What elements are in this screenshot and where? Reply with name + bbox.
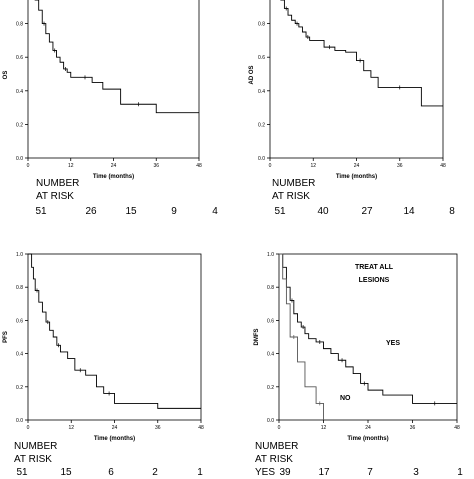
y-tick-label: 0.6 (16, 55, 23, 61)
y-tick-label: 0.8 (267, 285, 274, 291)
x-tick-label: 36 (410, 425, 416, 431)
risk-title-number-ados: NUMBER (272, 178, 316, 189)
y-tick-label: 0.6 (16, 318, 23, 324)
risk-count-pfs-0: 51 (16, 467, 28, 478)
risk-count-dmfs-0: 39 (279, 467, 291, 478)
risk-count-ados-0: 51 (274, 206, 286, 217)
y-axis-label: DMFS (254, 329, 260, 346)
x-tick-label: 48 (196, 163, 202, 169)
y-tick-label: 0.4 (16, 89, 23, 95)
risk-count-pfs-48: 1 (197, 467, 203, 478)
risk-count-ados-12: 40 (317, 206, 329, 217)
risk-count-os-36: 9 (171, 206, 177, 217)
y-tick-label: 0.2 (16, 385, 23, 391)
y-tick-label: 0.2 (267, 385, 274, 391)
y-tick-label: 0.8 (16, 285, 23, 291)
risk-count-dmfs-24: 7 (367, 467, 373, 478)
y-tick-label: 1.0 (267, 252, 274, 258)
x-tick-label: 48 (440, 163, 446, 169)
y-axis-label: PFS (3, 331, 9, 343)
risk-title-at-risk-dmfs: AT RISK (255, 454, 293, 465)
x-axis-label: Time (months) (93, 174, 134, 180)
y-axis-label: AD OS (249, 65, 255, 84)
risk-title-at-risk-os: AT RISK (36, 191, 74, 202)
x-tick-label: 36 (153, 163, 159, 169)
x-tick-label: 24 (112, 425, 118, 431)
y-tick-label: 0.4 (258, 89, 265, 95)
x-axis-label: Time (months) (336, 174, 377, 180)
y-tick-label: 0.0 (267, 418, 274, 424)
x-tick-label: 0 (27, 163, 30, 169)
x-axis-label: Time (months) (94, 436, 135, 442)
risk-title-at-risk-ados: AT RISK (272, 191, 310, 202)
y-tick-label: 0.0 (16, 418, 23, 424)
risk-count-os-12: 26 (85, 206, 97, 217)
km-curve (28, 253, 201, 409)
y-tick-label: 1.0 (16, 252, 23, 258)
y-axis-label: OS (3, 71, 9, 80)
y-tick-label: 0.4 (267, 352, 274, 358)
y-tick-label: 0.8 (258, 22, 265, 28)
risk-count-dmfs-48: 1 (457, 467, 463, 478)
risk-count-ados-48: 8 (449, 206, 455, 217)
risk-title-number-dmfs: NUMBER (255, 441, 299, 452)
x-axis-label: Time (months) (347, 436, 388, 442)
x-tick-label: 0 (278, 425, 281, 431)
risk-count-pfs-36: 2 (152, 467, 158, 478)
risk-row-label-yes: YES (255, 467, 276, 478)
x-tick-label: 0 (27, 425, 30, 431)
risk-count-dmfs-36: 3 (413, 467, 419, 478)
km-curve-no (279, 253, 324, 420)
x-tick-label: 48 (198, 425, 204, 431)
risk-count-os-48: 4 (212, 206, 218, 217)
risk-title-at-risk-pfs: AT RISK (14, 454, 52, 465)
km-curve (34, 0, 199, 114)
x-tick-label: 12 (310, 163, 316, 169)
y-tick-label: 0.0 (258, 156, 265, 162)
risk-title-number-os: NUMBER (36, 178, 80, 189)
x-tick-label: 24 (365, 425, 371, 431)
risk-count-ados-24: 27 (361, 206, 373, 217)
risk-count-os-24: 15 (125, 206, 137, 217)
x-tick-label: 12 (321, 425, 327, 431)
risk-count-ados-36: 14 (403, 206, 415, 217)
curve-label-yes: YES (386, 340, 400, 347)
y-tick-label: 0.4 (16, 352, 23, 358)
y-tick-label: 0.2 (16, 122, 23, 128)
curve-label-no: NO (340, 395, 351, 402)
x-tick-label: 24 (354, 163, 360, 169)
risk-count-pfs-24: 6 (108, 467, 114, 478)
km-panel-dmfs: 0 12 24 36 48 0.0 0.2 0.4 0.6 0.8 1.0 Time (months)… (254, 252, 460, 442)
risk-count-dmfs-12: 17 (318, 467, 330, 478)
x-tick-label: 24 (111, 163, 117, 169)
x-tick-label: 36 (397, 163, 403, 169)
annotation-treat-all: TREAT ALL (355, 264, 394, 271)
y-tick-label: 0.6 (258, 55, 265, 61)
x-tick-label: 0 (269, 163, 272, 169)
y-tick-label: 0.6 (267, 318, 274, 324)
x-tick-label: 36 (155, 425, 161, 431)
y-tick-label: 0.0 (16, 156, 23, 162)
risk-count-pfs-12: 15 (60, 467, 72, 478)
plot-frame (27, 0, 200, 159)
x-tick-label: 12 (68, 163, 74, 169)
x-tick-label: 12 (68, 425, 74, 431)
x-tick-label: 48 (454, 425, 460, 431)
y-tick-label: 0.2 (258, 122, 265, 128)
annotation-lesions: LESIONS (359, 277, 390, 284)
risk-title-number-pfs: NUMBER (14, 441, 58, 452)
km-curve (280, 0, 443, 107)
km-panel-pfs: 0 12 24 36 48 0.0 0.2 0.4 0.6 0.8 1.0 Time (months)… (3, 252, 204, 442)
risk-count-os-0: 51 (35, 206, 47, 217)
y-tick-label: 0.8 (16, 22, 23, 28)
